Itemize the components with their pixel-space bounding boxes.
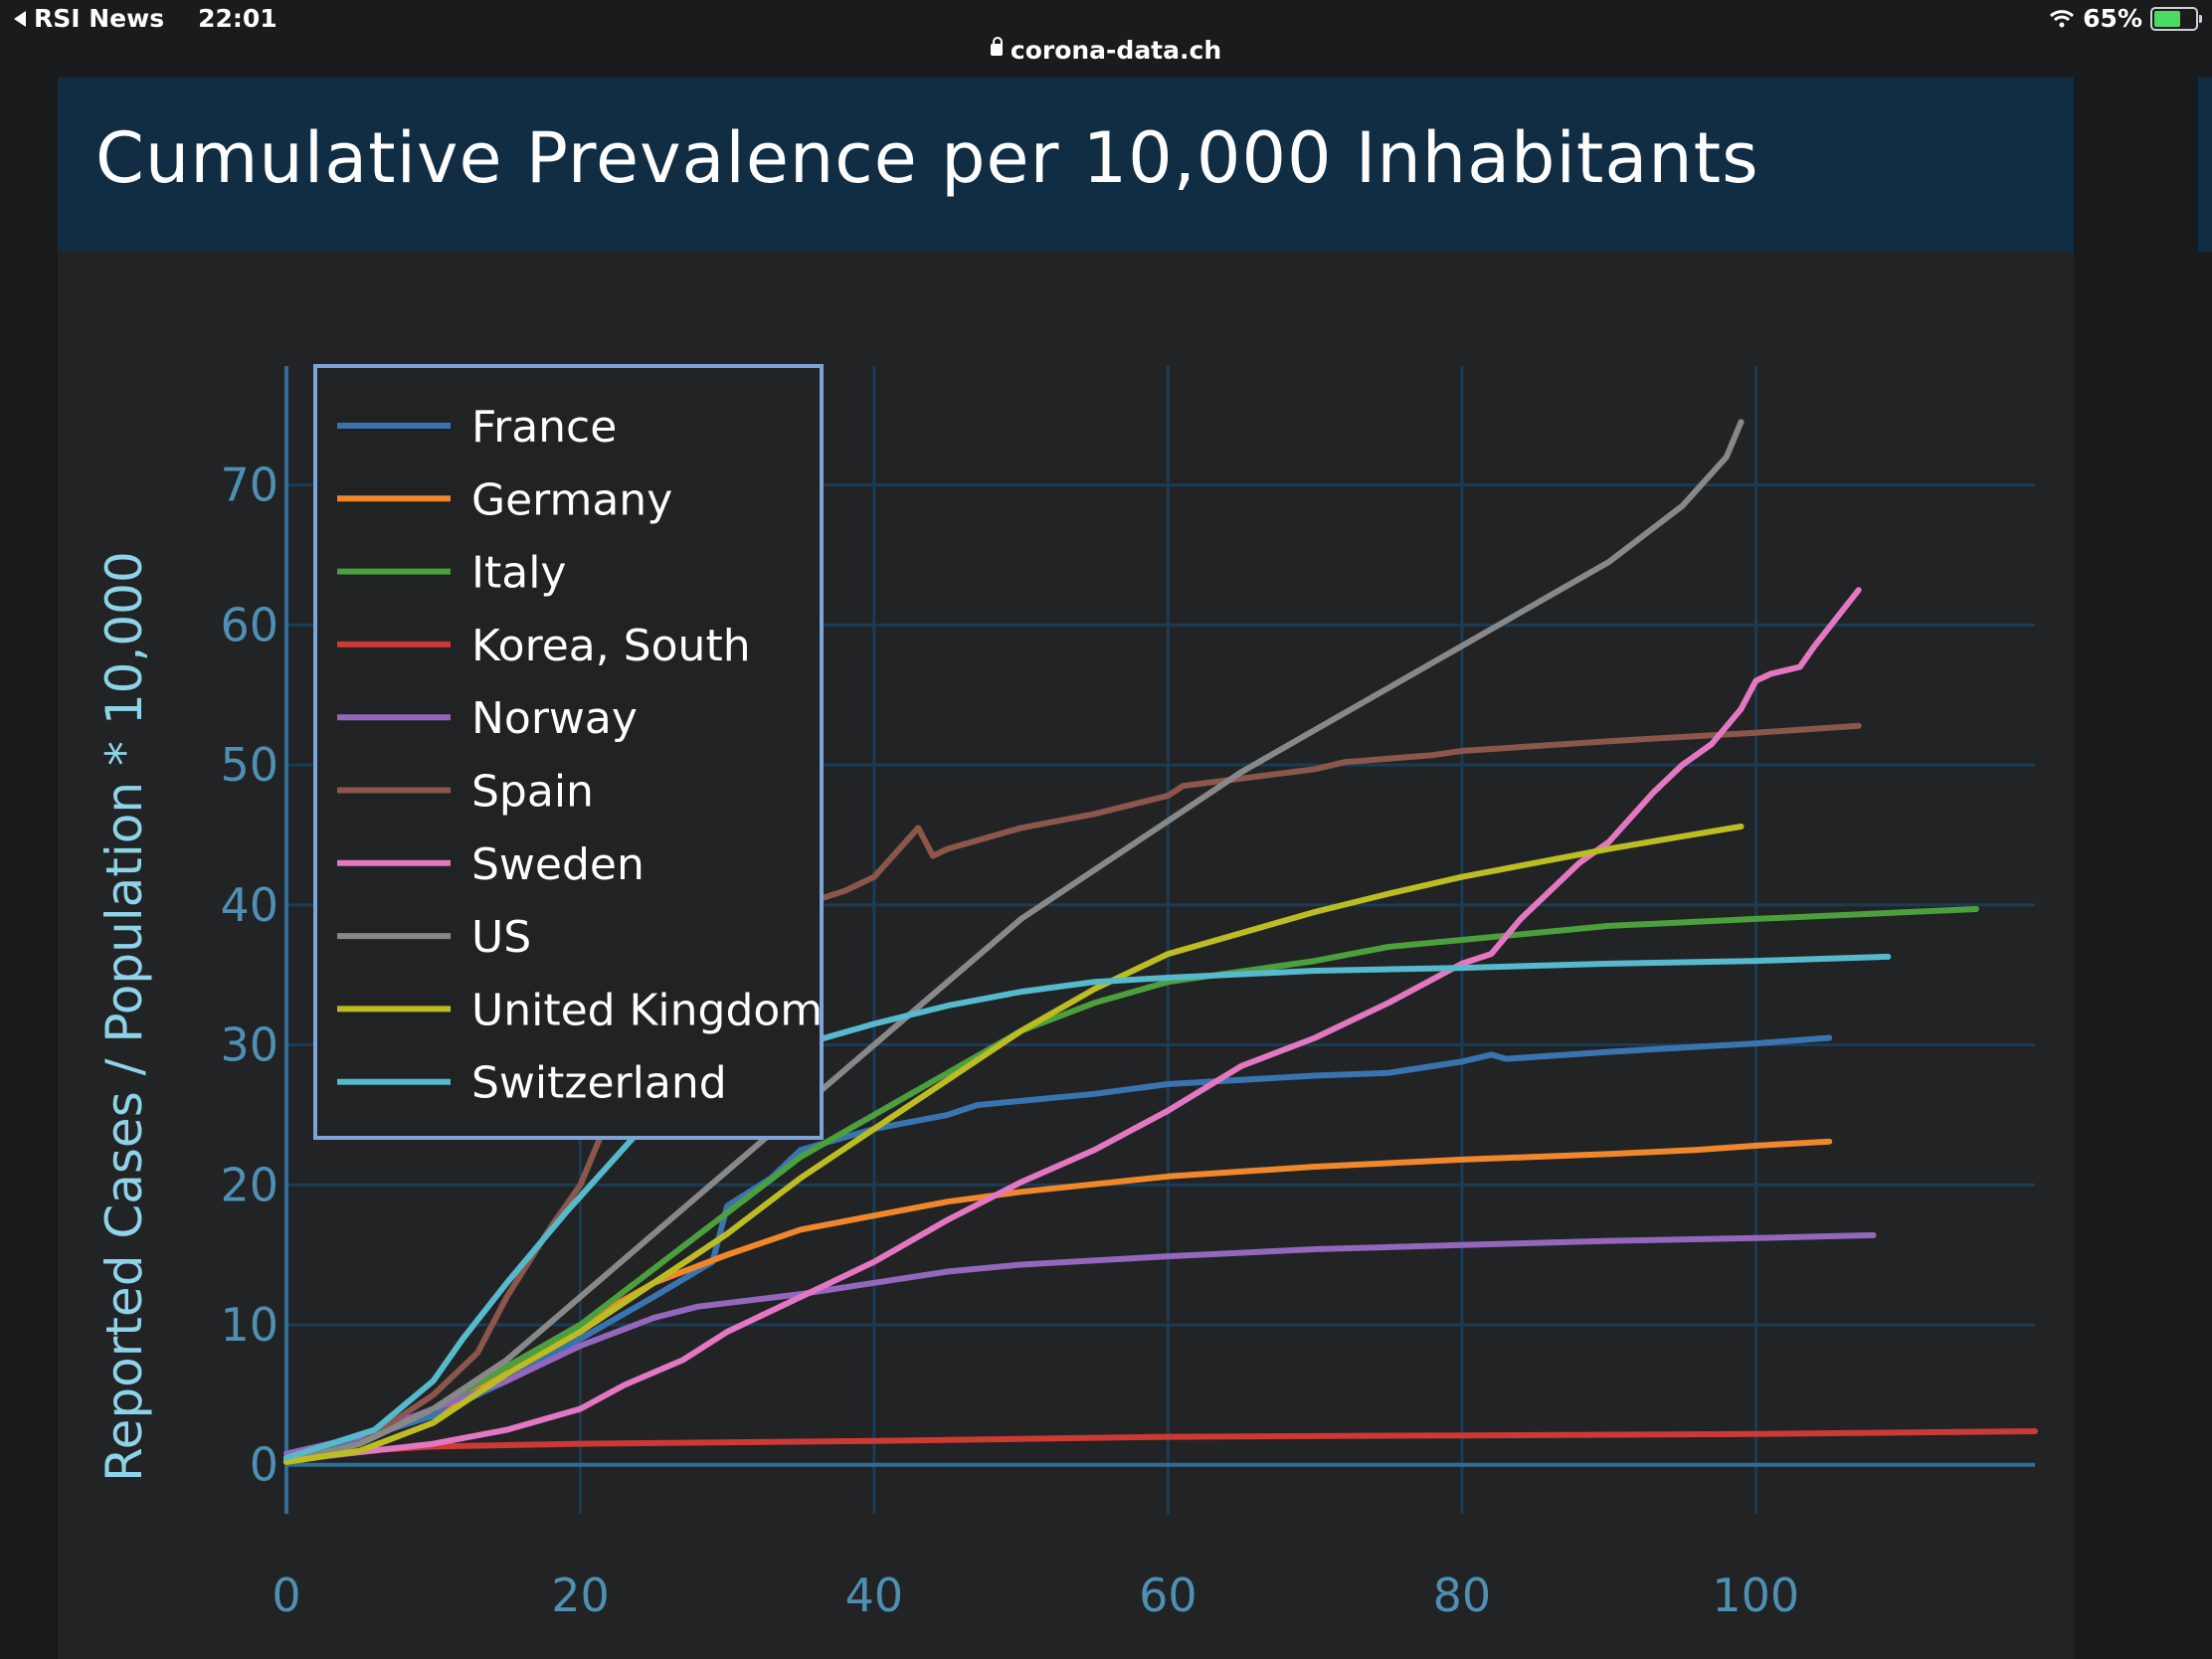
x-tick-label: 100 xyxy=(1712,1568,1799,1622)
x-tick-label: 20 xyxy=(551,1568,610,1622)
legend-label[interactable]: US xyxy=(471,912,531,963)
y-tick-label: 50 xyxy=(220,738,278,792)
legend-label[interactable]: Sweden xyxy=(471,839,645,890)
y-axis-label: Reported Cases / Population * 10,000 xyxy=(95,551,153,1482)
series-line-sweden[interactable] xyxy=(283,587,1862,1464)
clock: 22:01 xyxy=(198,4,277,33)
page-right-margin xyxy=(2074,78,2212,1659)
back-arrow-icon xyxy=(14,10,26,27)
status-indicators: 65% xyxy=(2049,4,2202,33)
battery-level xyxy=(2154,10,2180,27)
x-tick-label: 60 xyxy=(1139,1568,1198,1622)
series-line-germany[interactable] xyxy=(283,1138,1833,1464)
card-header: Cumulative Prevalence per 10,000 Inhabit… xyxy=(58,78,2074,252)
series-line-france[interactable] xyxy=(283,1034,1833,1461)
address-bar[interactable]: corona-data.ch xyxy=(0,36,2212,65)
next-card-edge xyxy=(2198,78,2212,252)
axes: 0 20 40 60 80 100 0 10 20 30 40 50 60 70 xyxy=(220,366,2035,1622)
back-to-app[interactable]: RSI News 22:01 xyxy=(14,4,277,33)
y-tick-label: 60 xyxy=(220,598,278,651)
y-tick-label: 20 xyxy=(220,1158,278,1211)
series-line-united-kingdom[interactable] xyxy=(283,824,1745,1465)
status-bar: RSI News 22:01 65% corona-data.ch xyxy=(0,0,2212,78)
legend-label[interactable]: Norway xyxy=(471,693,638,744)
series-line-spain[interactable] xyxy=(283,722,1862,1465)
back-app-label: RSI News xyxy=(34,4,165,33)
legend-label[interactable]: Italy xyxy=(471,548,566,599)
series-line-italy[interactable] xyxy=(283,906,1979,1464)
legend-label[interactable]: United Kingdom xyxy=(471,985,823,1035)
battery-percent: 65% xyxy=(2083,4,2142,33)
legend-label[interactable]: France xyxy=(471,402,617,453)
y-tick-label: 40 xyxy=(220,878,278,932)
legend-label[interactable]: Germany xyxy=(471,474,672,525)
x-tick-label: 80 xyxy=(1433,1568,1492,1622)
page-title: Cumulative Prevalence per 10,000 Inhabit… xyxy=(95,117,1759,199)
x-tick-label: 40 xyxy=(845,1568,904,1622)
legend[interactable]: France Germany Italy Korea, South Norway Spai… xyxy=(313,364,824,1140)
wifi-icon xyxy=(2050,9,2075,27)
url-text: corona-data.ch xyxy=(1010,36,1222,65)
lock-icon xyxy=(990,37,1003,56)
page-left-margin xyxy=(0,78,58,1659)
y-tick-label: 10 xyxy=(220,1298,278,1352)
y-tick-label: 70 xyxy=(220,459,278,512)
series-line-korea-south[interactable] xyxy=(283,1428,2038,1465)
y-tick-label: 0 xyxy=(250,1438,278,1492)
legend-label[interactable]: Korea, South xyxy=(471,621,751,671)
legend-label[interactable]: Switzerland xyxy=(471,1058,727,1109)
series-line-us[interactable] xyxy=(283,419,1745,1465)
y-tick-label: 30 xyxy=(220,1018,278,1072)
x-tick-label: 0 xyxy=(272,1568,300,1622)
battery-icon xyxy=(2150,6,2202,31)
legend-label[interactable]: Spain xyxy=(471,767,594,818)
